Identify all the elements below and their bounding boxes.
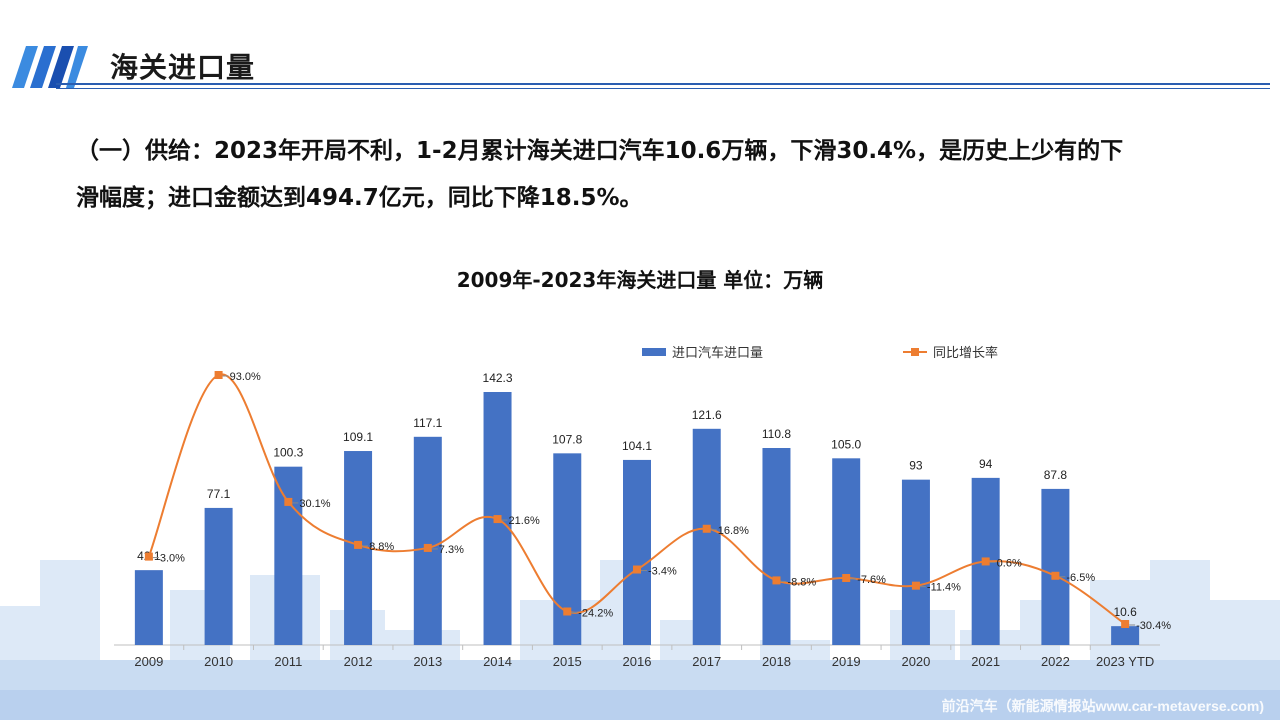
- growth-point-2022: [1051, 571, 1060, 580]
- growth-label-2016: -3.4%: [648, 566, 677, 578]
- legend-bar-swatch: [642, 347, 666, 356]
- bar-label-2014: 142.3: [483, 371, 513, 385]
- x-tick-label-2012: 2012: [344, 654, 373, 669]
- growth-point-2009: [144, 552, 153, 561]
- x-tick-label-2011: 2011: [274, 654, 302, 669]
- bar-2016: [623, 459, 651, 645]
- bar-label-2021: 94: [979, 457, 993, 471]
- bar-2015: [553, 453, 582, 645]
- bar-2022: [1041, 488, 1070, 645]
- legend-line-label: 同比增长率: [933, 346, 999, 361]
- x-tick-label-2018: 2018: [762, 654, 791, 669]
- bar-label-2022: 87.8: [1044, 468, 1068, 482]
- x-tick-label-2014: 2014: [483, 654, 512, 669]
- bar-2019: [832, 458, 861, 645]
- page-title: 海关进口量: [110, 51, 256, 84]
- growth-label-2018: -8.8%: [787, 576, 816, 588]
- bar-label-2013: 117.1: [413, 416, 442, 430]
- legend-item-line: 同比增长率: [903, 342, 998, 361]
- bar-label-2023-YTD: 10.6: [1113, 605, 1137, 619]
- x-tick-label-2010: 2010: [204, 654, 233, 669]
- growth-label-2022: -6.5%: [1066, 572, 1095, 584]
- growth-label-2010: 93.0%: [230, 371, 261, 383]
- bar-2010: [204, 507, 233, 645]
- bar-2017: [692, 428, 721, 645]
- bar-label-2010: 77.1: [207, 487, 231, 501]
- growth-rate-line: [147, 373, 1126, 625]
- x-tick-label-2023-YTD: 2023 YTD: [1096, 654, 1154, 669]
- legend-line-swatch: [903, 347, 927, 357]
- growth-label-2012: 8.8%: [369, 541, 394, 553]
- bar-label-2012: 109.1: [343, 430, 373, 444]
- bar-label-2019: 105.0: [831, 437, 861, 451]
- growth-point-2018: [772, 576, 781, 585]
- growth-point-2012: [354, 540, 363, 549]
- growth-point-2011: [284, 497, 293, 506]
- growth-point-2023-YTD: [1121, 620, 1130, 628]
- title-rule-thin: [56, 88, 1270, 89]
- growth-label-2019: -7.6%: [857, 574, 886, 586]
- growth-point-2020: [911, 581, 920, 590]
- bar-2009: [134, 570, 163, 645]
- x-tick-label-2009: 2009: [134, 654, 163, 669]
- bar-2020: [901, 479, 930, 645]
- x-tick-label-2016: 2016: [623, 654, 652, 669]
- growth-point-2014: [493, 515, 502, 524]
- bar-2018: [762, 448, 791, 645]
- growth-point-2015: [563, 607, 572, 616]
- summary-line-2: 滑幅度；进口金额达到494.7亿元，同比下降18.5%。: [76, 185, 643, 211]
- x-tick-label-2020: 2020: [901, 654, 930, 669]
- growth-label-2017: 16.8%: [718, 525, 749, 537]
- bar-2023-YTD: [1111, 626, 1140, 645]
- bar-label-2011: 100.3: [273, 446, 303, 460]
- x-tick-label-2019: 2019: [832, 654, 861, 669]
- header-logo-stripes: [12, 46, 88, 88]
- summary-paragraph: （一）供给：2023年开局不利，1-2月累计海关进口汽车10.6万辆，下滑30.…: [76, 128, 1246, 222]
- chart-title: 2009年-2023年海关进口量 单位：万辆: [456, 268, 824, 292]
- legend-item-bar: 进口汽车进口量: [642, 342, 763, 361]
- growth-label-2013: 7.3%: [439, 544, 464, 556]
- growth-label-2014: 21.6%: [509, 515, 540, 527]
- growth-point-2010: [214, 371, 223, 379]
- bar-label-2016: 104.1: [622, 439, 652, 453]
- bar-label-2018: 110.8: [762, 427, 791, 441]
- chart-legend: 进口汽车进口量 同比增长率: [0, 342, 1280, 362]
- growth-point-2017: [702, 524, 711, 533]
- growth-label-2015: -24.2%: [578, 607, 613, 619]
- x-tick-label-2017: 2017: [692, 654, 721, 669]
- bar-2011: [274, 466, 303, 645]
- watermark: 前沿汽车（新能源情报站www.car-metaverse.com): [941, 698, 1264, 714]
- x-tick-label-2015: 2015: [553, 654, 582, 669]
- bar-label-2020: 93: [909, 459, 923, 473]
- growth-point-2013: [423, 543, 432, 552]
- growth-label-2011: 30.1%: [299, 498, 330, 510]
- growth-label-2009: 3.0%: [160, 553, 185, 565]
- growth-label-2021: 0.6%: [997, 557, 1022, 569]
- growth-point-2019: [842, 573, 851, 582]
- growth-point-2021: [981, 557, 990, 566]
- summary-line-1: （一）供给：2023年开局不利，1-2月累计海关进口汽车10.6万辆，下滑30.…: [76, 138, 1124, 164]
- legend-bar-label: 进口汽车进口量: [672, 346, 764, 361]
- bar-label-2015: 107.8: [552, 432, 582, 446]
- growth-label-2023-YTD: -30.4%: [1136, 620, 1171, 632]
- bar-label-2017: 121.6: [692, 408, 722, 422]
- title-rule: [56, 83, 1270, 85]
- x-tick-label-2013: 2013: [413, 654, 442, 669]
- x-tick-label-2021: 2021: [971, 654, 1000, 669]
- bar-2013: [413, 436, 442, 645]
- growth-point-2016: [633, 565, 641, 574]
- growth-label-2020: -11.4%: [927, 582, 961, 594]
- x-tick-label-2022: 2022: [1041, 654, 1070, 669]
